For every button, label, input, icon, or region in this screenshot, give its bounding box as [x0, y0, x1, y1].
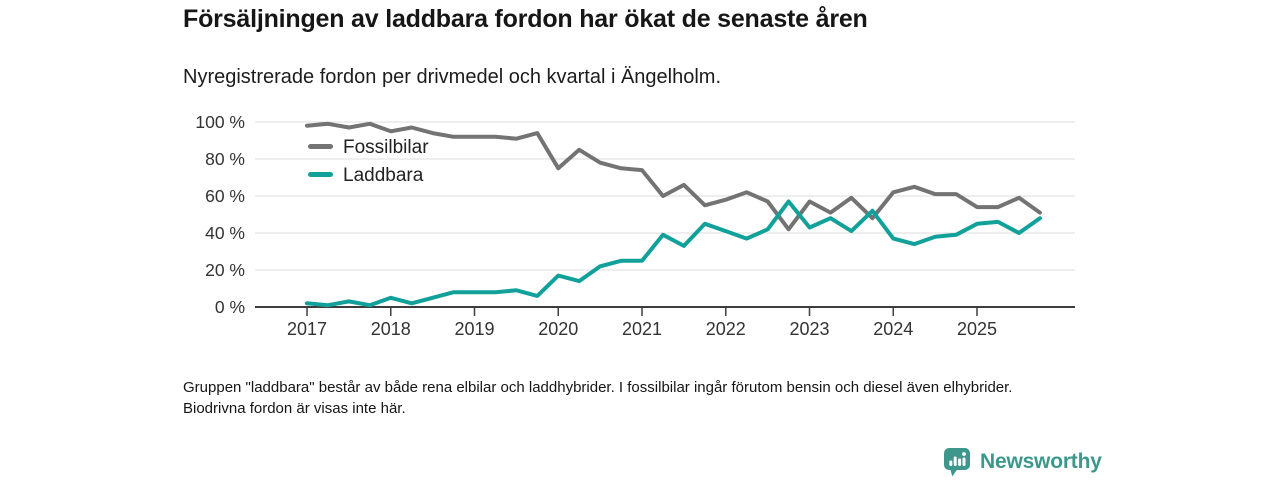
x-tick-label: 2018 — [371, 319, 411, 339]
x-tick-label: 2020 — [538, 319, 578, 339]
x-tick-label: 2023 — [789, 319, 829, 339]
newsworthy-bar-chart-pin-icon — [944, 448, 970, 477]
footnote-text: Gruppen "laddbara" består av både rena e… — [183, 379, 1013, 417]
line-chart: 0 % 20 % 40 % 60 % 80 % 100 % 2017 2018 2019 2020… — [185, 104, 1076, 349]
y-axis-labels: 0 % 20 % 40 % 60 % 80 % 100 % — [195, 112, 245, 317]
y-tick-label: 0 % — [215, 297, 245, 317]
x-tick-label: 2017 — [287, 319, 327, 339]
y-tick-label: 100 % — [195, 112, 245, 132]
y-tick-label: 60 % — [205, 186, 245, 206]
x-tick-label: 2019 — [454, 319, 494, 339]
line-chart-canvas: 0 % 20 % 40 % 60 % 80 % 100 % 2017 2018 2019 2020… — [195, 112, 1076, 339]
x-tick-label: 2024 — [873, 319, 913, 339]
x-axis-labels: 2017 2018 2019 2020 2021 2022 2023 2024 2025 — [287, 319, 997, 339]
x-tick-label: 2021 — [622, 319, 662, 339]
legend-swatch — [308, 172, 333, 177]
legend-label: Fossilbilar — [343, 137, 429, 158]
legend-label: Laddbara — [343, 165, 424, 186]
series-line-fossilbilar — [305, 121, 1042, 232]
x-tick-label: 2025 — [957, 319, 997, 339]
chart-subtitle: Nyregistrerade fordon per drivmedel och … — [183, 66, 722, 88]
legend-swatch — [308, 144, 333, 149]
page-title: Försäljningen av laddbara fordon har öka… — [183, 5, 868, 33]
newsworthy-wordmark: Newsworthy — [980, 450, 1102, 473]
series-line-laddbara — [305, 199, 1042, 308]
x-axis-ticks — [306, 308, 978, 316]
y-tick-label: 80 % — [205, 149, 245, 169]
y-tick-label: 40 % — [205, 223, 245, 243]
x-tick-label: 2022 — [706, 319, 746, 339]
newsworthy-logo: Newsworthy — [942, 446, 1102, 478]
chart-legend: Fossilbilar Laddbara — [308, 137, 429, 186]
y-tick-label: 20 % — [205, 260, 245, 280]
